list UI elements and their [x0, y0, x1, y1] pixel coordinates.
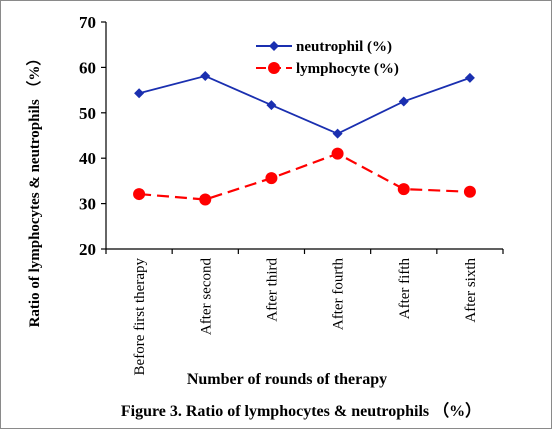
data-point	[200, 71, 211, 82]
x-category-label: After sixth	[463, 258, 479, 323]
data-point	[133, 188, 146, 201]
y-tick-label: 70	[79, 13, 96, 32]
legend-marker	[268, 62, 280, 74]
legend-marker	[269, 41, 279, 51]
data-point	[463, 185, 476, 198]
x-axis-label: Number of rounds of therapy	[187, 371, 387, 388]
legend-label: lymphocyte (%)	[296, 61, 399, 77]
y-ticks: 20 30 40 50 60 70	[79, 13, 106, 259]
data-point	[397, 183, 410, 196]
x-category-label: After fourth	[331, 258, 347, 331]
y-axis-label: Ratio of lymphocytes & neutrophils （%）	[25, 51, 43, 328]
x-category-label: After fifth	[397, 258, 413, 320]
legend-label: neutrophil (%)	[296, 39, 392, 55]
series-line	[138, 152, 470, 201]
data-point	[398, 96, 409, 107]
figure-caption: Figure 3. Ratio of lymphocytes & neutrop…	[121, 402, 481, 420]
chart-axes	[105, 22, 503, 250]
y-tick-label: 20	[79, 240, 96, 259]
x-category-label: After second	[198, 258, 214, 336]
series-layer	[133, 71, 476, 206]
y-tick-label: 50	[79, 104, 96, 123]
y-tick-label: 60	[79, 58, 96, 77]
series-line	[138, 75, 471, 135]
data-point	[265, 172, 278, 185]
data-point	[331, 147, 344, 160]
chart-legend: neutrophil (%) lymphocyte (%)	[256, 39, 399, 77]
y-tick-label: 40	[79, 149, 96, 168]
data-point	[199, 193, 212, 206]
data-point	[134, 88, 145, 99]
data-point	[266, 100, 277, 111]
data-point	[464, 72, 475, 83]
x-category-label: Before first therapy	[132, 258, 148, 376]
x-ticks: Before first therapy After second After th…	[105, 249, 504, 376]
y-tick-label: 30	[79, 195, 96, 214]
data-point	[332, 128, 343, 139]
x-category-label: After third	[264, 258, 280, 322]
